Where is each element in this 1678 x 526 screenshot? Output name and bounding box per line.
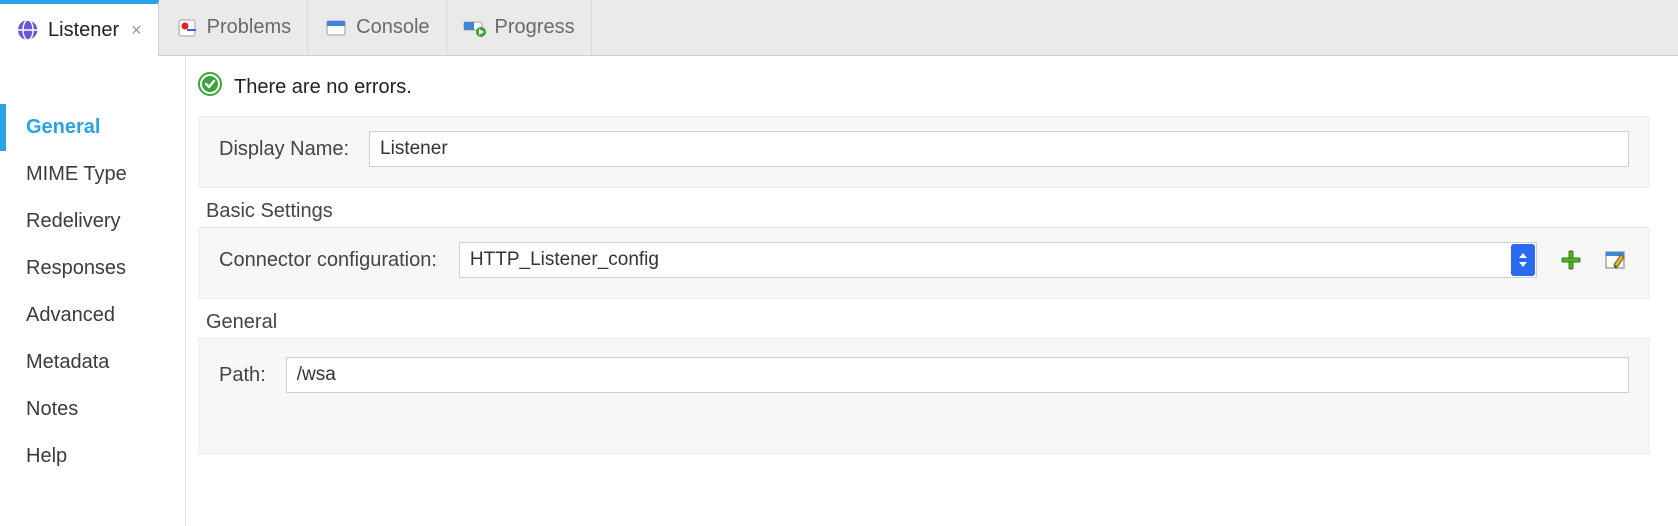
sidebar-item-general[interactable]: General xyxy=(0,104,185,151)
properties-sidebar: General MIME Type Redelivery Responses A… xyxy=(0,56,186,526)
sidebar-item-redelivery[interactable]: Redelivery xyxy=(0,198,185,245)
sidebar-item-label: Advanced xyxy=(26,304,115,326)
section-display-name: Display Name: xyxy=(198,116,1650,188)
sidebar-item-advanced[interactable]: Advanced xyxy=(0,292,185,339)
tab-problems[interactable]: Problems xyxy=(159,0,308,55)
sidebar-item-label: MIME Type xyxy=(26,163,127,185)
console-icon xyxy=(324,16,348,40)
path-label: Path: xyxy=(219,364,266,387)
tab-label: Listener xyxy=(48,19,119,42)
sidebar-item-responses[interactable]: Responses xyxy=(0,245,185,292)
sidebar-item-label: General xyxy=(26,116,100,138)
display-name-input[interactable] xyxy=(369,131,1629,167)
sidebar-item-label: Metadata xyxy=(26,351,109,373)
check-circle-icon xyxy=(198,72,222,102)
tab-progress[interactable]: Progress xyxy=(447,0,592,55)
close-icon[interactable]: × xyxy=(131,20,142,41)
section-heading-general: General xyxy=(206,311,1650,334)
sidebar-item-label: Notes xyxy=(26,398,78,420)
progress-icon xyxy=(463,16,487,40)
display-name-label: Display Name: xyxy=(219,138,349,161)
connector-config-select[interactable] xyxy=(459,242,1537,278)
path-input[interactable] xyxy=(286,357,1629,393)
connector-config-value[interactable] xyxy=(459,242,1537,278)
sidebar-item-metadata[interactable]: Metadata xyxy=(0,339,185,386)
connector-config-label: Connector configuration: xyxy=(219,249,437,272)
tab-listener[interactable]: Listener × xyxy=(0,0,159,56)
editor-body: General MIME Type Redelivery Responses A… xyxy=(0,56,1678,526)
tab-label: Progress xyxy=(495,16,575,39)
editor-tabstrip: Listener × Problems Console xyxy=(0,0,1678,56)
section-general: Path: xyxy=(198,338,1650,454)
tab-label: Console xyxy=(356,16,429,39)
sidebar-item-help[interactable]: Help xyxy=(0,433,185,480)
properties-content: There are no errors. Display Name: Basic… xyxy=(186,56,1678,526)
status-message: There are no errors. xyxy=(234,76,412,99)
sidebar-item-label: Redelivery xyxy=(26,210,120,232)
section-basic-settings: Connector configuration: xyxy=(198,227,1650,299)
edit-config-button[interactable] xyxy=(1605,248,1629,272)
add-config-button[interactable] xyxy=(1559,248,1583,272)
sidebar-item-label: Responses xyxy=(26,257,126,279)
sidebar-item-label: Help xyxy=(26,445,67,467)
problems-icon xyxy=(175,16,199,40)
sidebar-item-mime-type[interactable]: MIME Type xyxy=(0,151,185,198)
section-heading-basic-settings: Basic Settings xyxy=(206,200,1650,223)
status-bar: There are no errors. xyxy=(198,72,1650,102)
tab-console[interactable]: Console xyxy=(308,0,446,55)
globe-icon xyxy=(16,18,40,42)
sidebar-item-notes[interactable]: Notes xyxy=(0,386,185,433)
tab-label: Problems xyxy=(207,16,291,39)
